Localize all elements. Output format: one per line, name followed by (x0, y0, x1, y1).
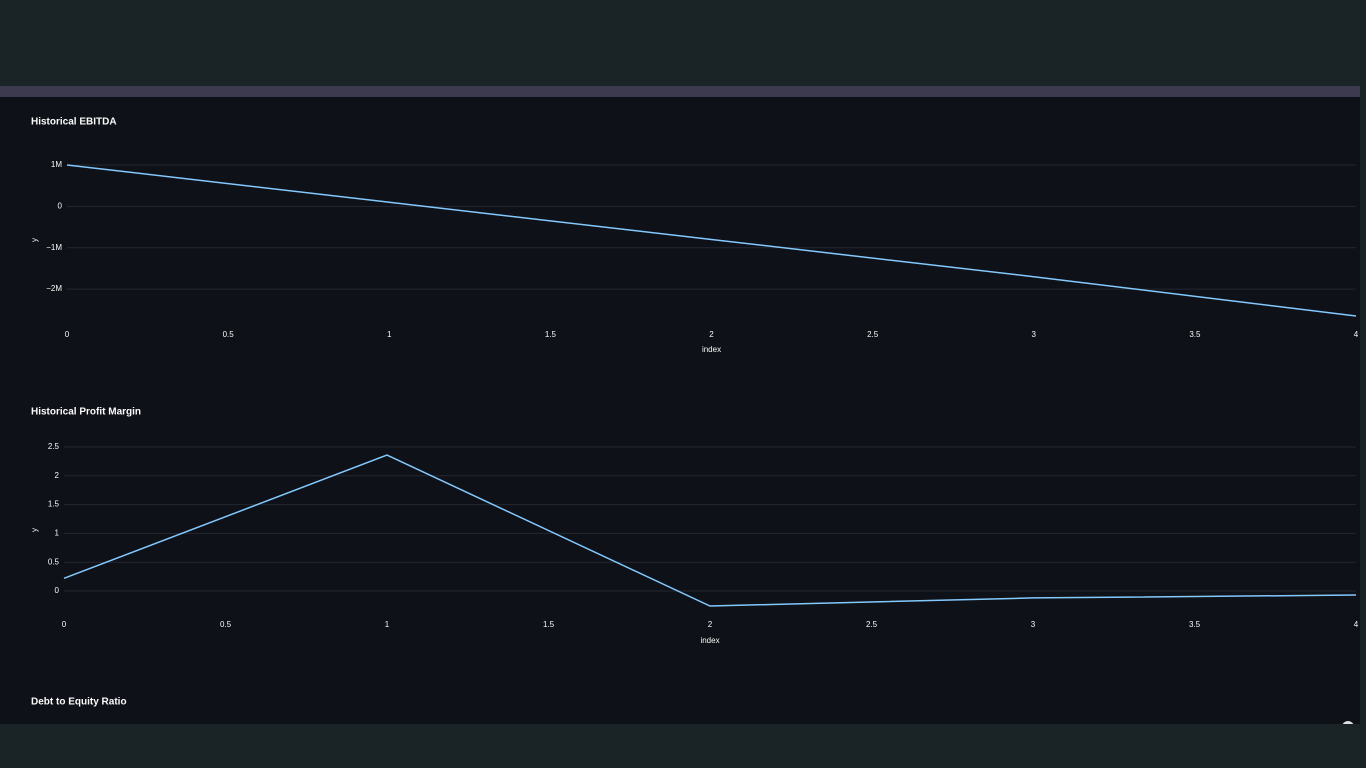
x-tick-label: 1 (387, 330, 392, 339)
x-tick-label: 3.5 (1189, 330, 1201, 339)
y-tick-label: −2M (46, 284, 62, 293)
y-axis-label: y (30, 238, 39, 242)
x-tick-label: 0 (62, 620, 67, 629)
y-tick-label: 0 (55, 586, 60, 595)
x-tick-label: 3 (1031, 620, 1036, 629)
x-tick-label: 0 (65, 330, 70, 339)
chart-title: Historical EBITDA (31, 117, 117, 128)
y-tick-label: −1M (46, 243, 62, 252)
y-tick-label: 1M (51, 160, 62, 169)
section-title: Debt to Equity Ratio (31, 697, 127, 708)
x-tick-label: 3.5 (1189, 620, 1201, 629)
x-tick-label: 2 (709, 330, 714, 339)
y-tick-label: 1 (55, 529, 60, 538)
main-panel (0, 97, 1360, 724)
y-tick-label: 2.5 (48, 442, 60, 451)
x-tick-label: 2.5 (867, 330, 879, 339)
x-tick-label: 1.5 (545, 330, 557, 339)
x-tick-label: 4 (1354, 330, 1359, 339)
x-tick-label: 1.5 (543, 620, 555, 629)
chart-title: Historical Profit Margin (31, 407, 141, 418)
y-axis-label: y (30, 528, 39, 532)
x-tick-label: 4 (1354, 620, 1359, 629)
x-tick-label: 0.5 (223, 330, 235, 339)
data-line (66, 164, 1357, 317)
y-tick-label: 0.5 (48, 557, 60, 566)
x-tick-label: 2 (708, 620, 713, 629)
x-axis-label: index (700, 636, 719, 645)
top-band (0, 0, 1366, 86)
x-axis-label: index (702, 345, 721, 354)
data-line (63, 454, 1357, 607)
header-strip (0, 86, 1360, 97)
x-tick-label: 1 (385, 620, 390, 629)
y-tick-label: 0 (58, 201, 63, 210)
bottom-band (0, 724, 1366, 768)
x-tick-label: 0.5 (220, 620, 232, 629)
y-tick-label: 2 (55, 471, 60, 480)
y-tick-label: 1.5 (48, 500, 60, 509)
x-tick-label: 2.5 (866, 620, 878, 629)
x-tick-label: 3 (1032, 330, 1037, 339)
